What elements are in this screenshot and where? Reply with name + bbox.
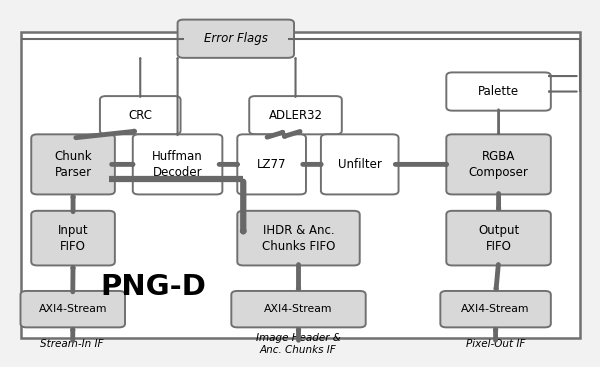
FancyBboxPatch shape	[237, 134, 306, 195]
FancyBboxPatch shape	[20, 32, 580, 338]
Text: Palette: Palette	[478, 85, 519, 98]
Text: Stream-In IF: Stream-In IF	[40, 339, 104, 349]
Text: Huffman
Decoder: Huffman Decoder	[152, 150, 203, 179]
Text: Image Header &
Anc. Chunks IF: Image Header & Anc. Chunks IF	[256, 333, 341, 355]
Text: Input
FIFO: Input FIFO	[58, 224, 88, 252]
Text: CRC: CRC	[128, 109, 152, 122]
Text: Chunk
Parser: Chunk Parser	[54, 150, 92, 179]
Text: RGBA
Composer: RGBA Composer	[469, 150, 529, 179]
FancyBboxPatch shape	[100, 96, 181, 134]
FancyBboxPatch shape	[133, 134, 223, 195]
FancyBboxPatch shape	[232, 291, 365, 327]
FancyBboxPatch shape	[237, 211, 360, 265]
Text: Output
FIFO: Output FIFO	[478, 224, 519, 252]
FancyBboxPatch shape	[440, 291, 551, 327]
FancyBboxPatch shape	[446, 72, 551, 111]
Text: PNG-D: PNG-D	[101, 273, 206, 301]
FancyBboxPatch shape	[31, 134, 115, 195]
Text: LZ77: LZ77	[257, 158, 286, 171]
Text: Error Flags: Error Flags	[204, 32, 268, 45]
FancyBboxPatch shape	[20, 291, 125, 327]
Text: Unfilter: Unfilter	[338, 158, 382, 171]
Text: AXI4-Stream: AXI4-Stream	[461, 304, 530, 314]
Text: IHDR & Anc.
Chunks FIFO: IHDR & Anc. Chunks FIFO	[262, 224, 335, 252]
Text: ADLER32: ADLER32	[269, 109, 323, 122]
FancyBboxPatch shape	[446, 211, 551, 265]
FancyBboxPatch shape	[321, 134, 398, 195]
FancyBboxPatch shape	[249, 96, 342, 134]
Text: AXI4-Stream: AXI4-Stream	[38, 304, 107, 314]
Text: AXI4-Stream: AXI4-Stream	[264, 304, 333, 314]
FancyBboxPatch shape	[446, 134, 551, 195]
Text: Pixel-Out IF: Pixel-Out IF	[466, 339, 526, 349]
FancyBboxPatch shape	[178, 19, 294, 58]
FancyBboxPatch shape	[31, 211, 115, 265]
